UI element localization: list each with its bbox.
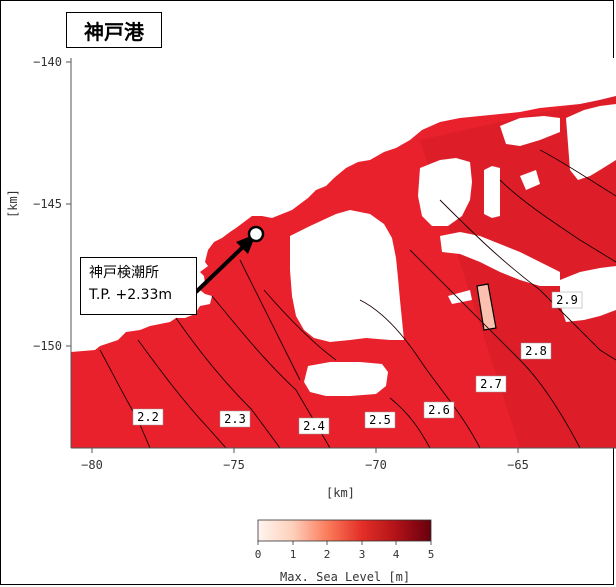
colorbar-tick-label: 0 [254,548,262,561]
contour-label-2-3: 2.3 [224,412,246,426]
contour-label-2-9: 2.9 [556,293,578,307]
x-tick-label: −70 [365,458,387,472]
colorbar-label: Max. Sea Level [m] [280,570,411,584]
colorbar-tick-label: 3 [358,548,366,561]
colorbar-ticks [257,541,432,545]
tide-station-callout: 神戸検潮所 T.P. +2.33m [80,257,197,315]
tide-station-name: 神戸検潮所 [89,265,159,281]
x-tick-label: −65 [507,458,529,472]
callout-arrow [194,242,248,294]
tide-station-marker [247,225,265,243]
colorbar [257,519,432,542]
map-title: 神戸港 [66,12,162,48]
contour-label-2-4: 2.4 [303,419,325,433]
axis-ticks [66,61,519,453]
contour-label-group: 2.2 2.3 2.4 2.5 2.6 2.7 2.8 2.9 [132,291,583,435]
y-tick-label: −150 [33,339,62,353]
y-axis-label: [km] [6,189,20,218]
contour-label-2-2: 2.2 [137,410,159,424]
contour-lines [99,149,616,448]
contour-label-2-7: 2.7 [480,377,502,391]
contour-label-2-8: 2.8 [525,344,547,358]
y-tick-label: −145 [33,197,62,211]
x-tick-label: −80 [81,458,103,472]
x-tick-label: −75 [223,458,245,472]
x-axis-label: [km] [326,486,355,500]
colorbar-tick-label: 5 [427,548,435,561]
reclaimed-land [290,104,616,396]
colorbar-tick-label: 1 [289,548,297,561]
tide-station-level: T.P. +2.33m [89,287,173,303]
colorbar-tick-label: 4 [392,548,400,561]
contour-label-2-5: 2.5 [369,413,391,427]
colorbar-tick-label: 2 [323,548,331,561]
y-tick-label: −140 [33,55,62,69]
contour-label-2-6: 2.6 [428,403,450,417]
highlight-pier [476,283,497,331]
